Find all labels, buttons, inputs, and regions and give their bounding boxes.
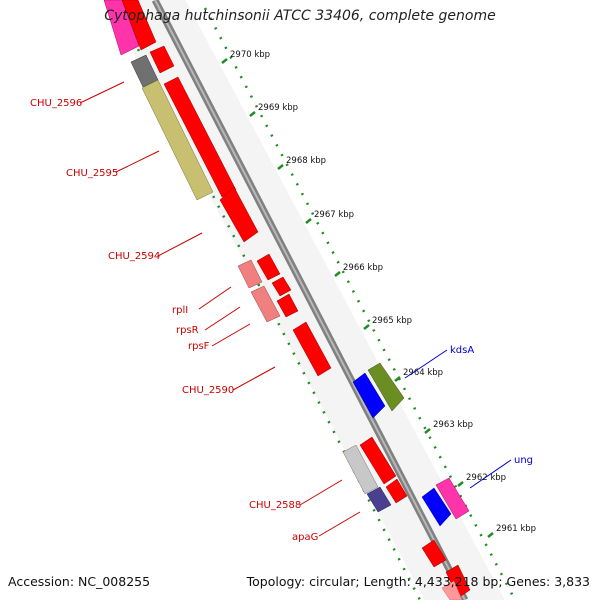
accession-text: Accession: NC_008255 — [8, 574, 151, 589]
tick-mark — [424, 428, 431, 434]
gene-leader-line — [115, 150, 160, 173]
tick-label: 2970 kbp — [230, 50, 270, 60]
gene-label[interactable]: ung — [514, 455, 533, 466]
tick-label: 2962 kbp — [466, 473, 506, 483]
feature-red-long — [163, 76, 237, 198]
tick-label: 2969 kbp — [258, 103, 298, 113]
gene-leader-line — [198, 286, 232, 310]
gene-leader-line — [211, 323, 251, 347]
feature-red-chu2590 — [292, 321, 332, 377]
feature-red-small-2 — [256, 253, 281, 281]
feature-green-kdsa — [367, 362, 405, 412]
gene-leader-line — [157, 232, 203, 257]
gene-label[interactable]: rpsF — [188, 341, 210, 352]
gene-label[interactable]: CHU_2588 — [249, 500, 301, 511]
feature-red-bottom-1 — [421, 539, 447, 568]
tick-label: 2961 kbp — [496, 524, 536, 534]
gene-label[interactable]: apaG — [292, 532, 318, 543]
outer-tick-track — [203, 7, 517, 600]
tick-mark — [305, 218, 312, 224]
feature-silver — [342, 444, 379, 495]
gene-label[interactable]: CHU_2594 — [108, 251, 160, 262]
feature-light-red-1 — [237, 259, 263, 289]
feature-blue-kdsa-neighbor — [352, 372, 386, 419]
gene-leader-line — [404, 349, 448, 379]
genome-backbone-highlight — [154, 0, 466, 600]
feature-red-chu2588-a — [359, 436, 397, 485]
tick-mark — [363, 324, 370, 330]
feature-red-small-3 — [271, 276, 292, 297]
tick-mark — [334, 271, 341, 277]
tick-label: 2966 kbp — [343, 263, 383, 273]
gene-leader-line — [204, 306, 241, 331]
gene-labels: CHU_2596 CHU_2595 CHU_2594 rplI rpsR rpsF CHU_… — [30, 81, 533, 543]
gene-leader-line — [79, 81, 125, 104]
feature-red-medium — [219, 186, 259, 243]
feature-blue-ung-neighbor — [421, 487, 452, 527]
tick-mark — [487, 532, 494, 538]
tick-label: 2968 kbp — [286, 156, 326, 166]
gene-label[interactable]: CHU_2596 — [30, 98, 82, 109]
tick-labels: 2970 kbp 2969 kbp 2968 kbp 2967 kbp 2966 kbp… — [221, 50, 536, 538]
gene-label[interactable]: rplI — [172, 305, 188, 316]
feature-red-chu2588-b — [385, 478, 408, 504]
gene-leader-line — [299, 479, 343, 506]
tick-mark — [277, 164, 284, 170]
feature-magenta-ung — [435, 477, 470, 520]
feature-light-red-2 — [250, 285, 281, 323]
gene-label[interactable]: kdsA — [450, 345, 474, 356]
feature-red-top — [121, 0, 157, 51]
feature-red-small-4 — [276, 293, 299, 318]
gene-leader-line — [469, 459, 512, 489]
tick-mark — [394, 376, 401, 382]
feature-red-small-1 — [149, 45, 175, 74]
gene-label[interactable]: rpsR — [176, 325, 199, 336]
tick-label: 2964 kbp — [403, 368, 443, 378]
tick-label: 2963 kbp — [433, 420, 473, 430]
gene-label[interactable]: CHU_2595 — [66, 168, 118, 179]
tick-mark — [221, 58, 228, 64]
feature-pink-bottom — [441, 580, 463, 600]
feature-navy-apag — [366, 486, 392, 513]
tick-label: 2965 kbp — [372, 316, 412, 326]
gene-leader-line — [232, 366, 276, 391]
feature-olive-long — [141, 79, 214, 201]
gene-label[interactable]: CHU_2590 — [182, 385, 234, 396]
gene-leader-line — [318, 511, 361, 537]
genome-summary-text: Topology: circular; Length: 4,433,218 bp… — [246, 574, 590, 589]
tick-mark — [249, 111, 256, 117]
tick-mark — [457, 481, 464, 487]
feature-magenta-top — [103, 0, 140, 56]
tick-label: 2967 kbp — [314, 210, 354, 220]
genome-title: Cytophaga hutchinsonii ATCC 33406, compl… — [104, 8, 496, 24]
